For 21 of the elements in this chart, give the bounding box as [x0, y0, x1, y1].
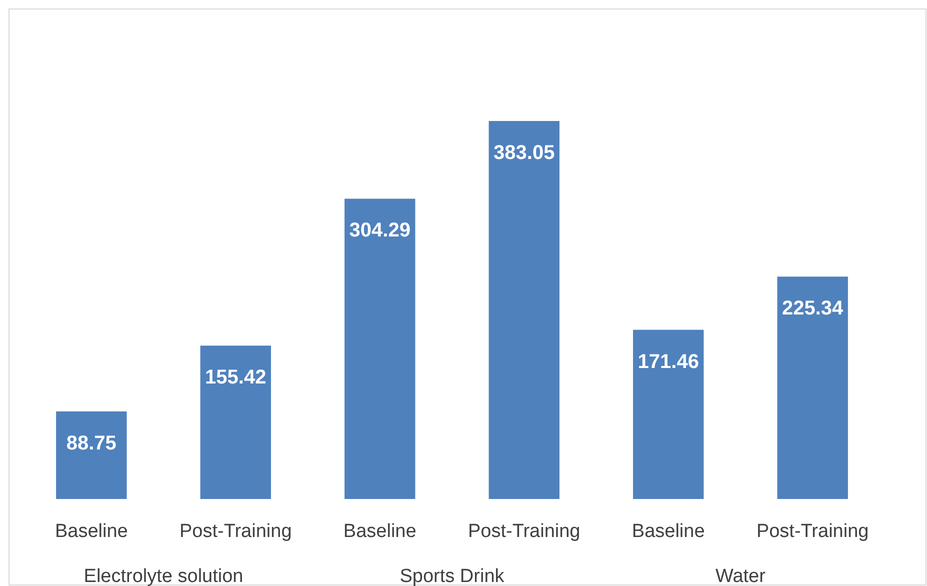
- bar: [488, 121, 560, 499]
- x-tick-label: Baseline: [54, 521, 128, 542]
- bar: [200, 346, 271, 499]
- text: Water: [715, 566, 766, 586]
- data-label: 155.42: [205, 366, 266, 389]
- bar: [777, 276, 848, 499]
- bar: [56, 411, 127, 499]
- bar: [633, 330, 704, 499]
- data-label: 225.34: [782, 298, 844, 320]
- bar: [344, 198, 416, 499]
- text: Electrolyte solution: [84, 566, 244, 586]
- data-label: 304.29: [349, 220, 410, 242]
- data-label: 171.46: [638, 350, 699, 373]
- data-label: 88.75: [66, 432, 116, 454]
- x-tick-label: Post-Training: [756, 521, 869, 542]
- x-tick-label: Post-Training: [468, 521, 580, 542]
- x-tick-label: Baseline: [632, 521, 705, 542]
- data-label: 383.05: [494, 142, 555, 164]
- x-tick-label: Baseline: [343, 521, 416, 542]
- x-tick-label: Post-Training: [179, 521, 292, 542]
- text: Sports Drink: [400, 566, 505, 586]
